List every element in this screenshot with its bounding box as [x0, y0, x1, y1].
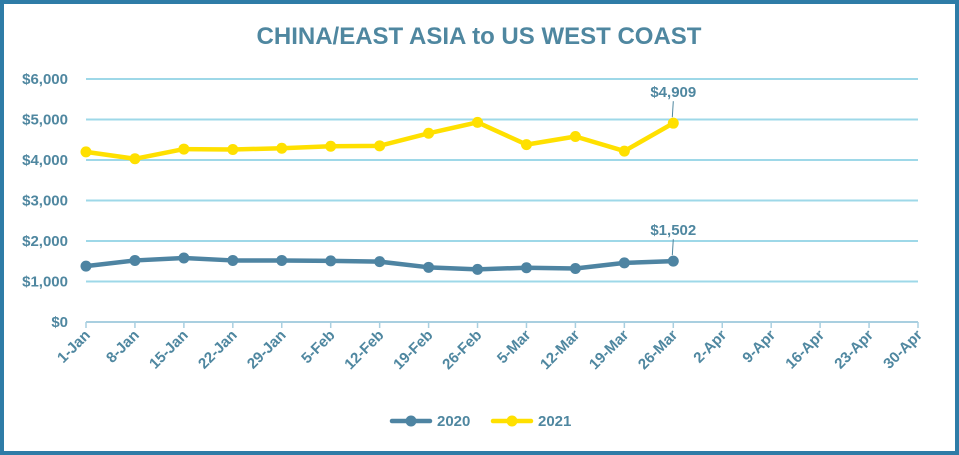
x-tick-label: 22-Jan	[195, 327, 241, 373]
y-tick-label: $6,000	[22, 71, 68, 88]
x-tick-label: 29-Jan	[244, 327, 290, 373]
data-point-2020	[472, 263, 484, 275]
legend-marker-2020	[405, 415, 417, 427]
x-tick-label: 2-Apr	[690, 327, 730, 367]
data-point-2020	[667, 255, 679, 267]
data-point-2020	[276, 254, 288, 266]
data-point-2020	[227, 254, 239, 266]
legend-label-2021: 2021	[538, 413, 571, 430]
label-layer: $4,909 $1,502	[650, 84, 696, 256]
x-tick-label: 12-Mar	[537, 327, 583, 373]
data-point-2021	[520, 139, 532, 151]
x-tick-label: 12-Feb	[341, 327, 387, 373]
data-point-2020	[129, 254, 141, 266]
data-point-2021	[80, 146, 92, 158]
x-tick-label: 8-Jan	[103, 327, 143, 367]
x-tick-label: 26-Mar	[635, 327, 681, 373]
legend-label-2020: 2020	[437, 413, 470, 430]
x-tick-label: 16-Apr	[782, 327, 828, 373]
data-point-2020	[618, 257, 630, 269]
x-tick-label: 5-Feb	[298, 327, 338, 367]
x-tick-label: 1-Jan	[54, 327, 94, 367]
axis-layer: $0 $1,000 $2,000 $3,000 $4,000 $5,000 $6,000 1-…	[22, 71, 926, 373]
y-tick-label: $3,000	[22, 193, 68, 210]
data-point-2021	[423, 127, 435, 139]
y-tick-label: $2,000	[22, 233, 68, 250]
data-label-leader	[671, 101, 674, 118]
legend: 2020 2021	[389, 413, 571, 430]
x-tick-label: 5-Mar	[494, 327, 534, 367]
data-point-2020	[569, 263, 581, 275]
data-point-2020	[178, 252, 190, 264]
data-point-2021	[276, 142, 288, 154]
data-point-2021	[178, 143, 190, 155]
data-point-2020	[520, 262, 532, 274]
data-point-2021	[374, 140, 386, 152]
data-point-2020	[374, 256, 386, 268]
x-tick-label: 26-Feb	[439, 327, 485, 373]
data-point-2020	[325, 255, 337, 267]
data-point-2021	[472, 116, 484, 128]
y-tick-label: $4,000	[22, 152, 68, 169]
x-tick-label: 19-Feb	[390, 327, 436, 373]
data-point-2021	[569, 131, 581, 143]
legend-marker-2021	[506, 415, 518, 427]
data-point-2021	[618, 145, 630, 157]
data-label-2020: $1,502	[650, 222, 696, 239]
data-point-2021	[667, 117, 679, 129]
data-point-2020	[80, 260, 92, 272]
grid-layer	[86, 78, 918, 323]
x-tick-label: 30-Apr	[880, 327, 926, 373]
y-tick-label: $0	[51, 314, 68, 331]
data-label-leader	[671, 239, 674, 256]
series-layer	[80, 116, 679, 275]
x-tick-label: 19-Mar	[586, 327, 632, 373]
data-point-2020	[423, 261, 435, 273]
y-tick-label: $1,000	[22, 274, 68, 291]
data-point-2021	[129, 153, 141, 165]
data-label-2021: $4,909	[650, 84, 696, 101]
x-tick-label: 9-Apr	[739, 327, 779, 367]
x-tick-label: 15-Jan	[146, 327, 192, 373]
x-tick-label: 23-Apr	[831, 327, 877, 373]
y-tick-label: $5,000	[22, 112, 68, 129]
data-point-2021	[227, 143, 239, 155]
chart-title: CHINA/EAST ASIA to US WEST COAST	[257, 23, 702, 50]
data-point-2021	[325, 140, 337, 152]
